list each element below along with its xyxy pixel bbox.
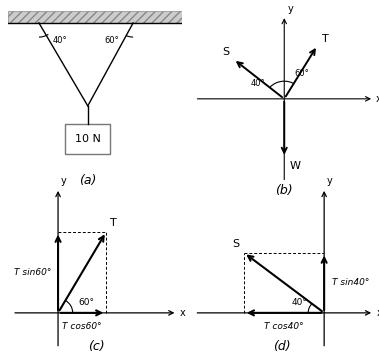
Text: 60°: 60°: [105, 36, 119, 45]
Text: 60°: 60°: [78, 298, 94, 307]
Text: 40°: 40°: [53, 36, 67, 45]
Text: T cos40°: T cos40°: [264, 322, 304, 331]
Text: 10 N: 10 N: [75, 133, 101, 144]
Text: 40°: 40°: [291, 298, 307, 307]
Text: x: x: [377, 308, 379, 318]
Text: T: T: [322, 34, 329, 43]
Text: T: T: [110, 218, 117, 228]
Text: y: y: [287, 4, 293, 13]
Text: (b): (b): [276, 184, 293, 197]
Text: T sin60°: T sin60°: [14, 268, 52, 277]
Text: W: W: [289, 161, 300, 170]
Text: T sin40°: T sin40°: [332, 278, 370, 287]
Text: y: y: [61, 176, 67, 186]
Text: x: x: [376, 94, 379, 104]
Text: 60°: 60°: [294, 70, 309, 78]
Bar: [65, 124, 110, 154]
Text: S: S: [222, 47, 229, 58]
Text: y: y: [327, 176, 333, 186]
Text: S: S: [232, 239, 239, 249]
Text: (d): (d): [273, 340, 291, 353]
Text: T cos60°: T cos60°: [62, 322, 102, 331]
Text: 40°: 40°: [251, 79, 265, 88]
Text: x: x: [180, 308, 186, 318]
Text: (c): (c): [88, 340, 105, 353]
Text: (a): (a): [79, 174, 97, 186]
